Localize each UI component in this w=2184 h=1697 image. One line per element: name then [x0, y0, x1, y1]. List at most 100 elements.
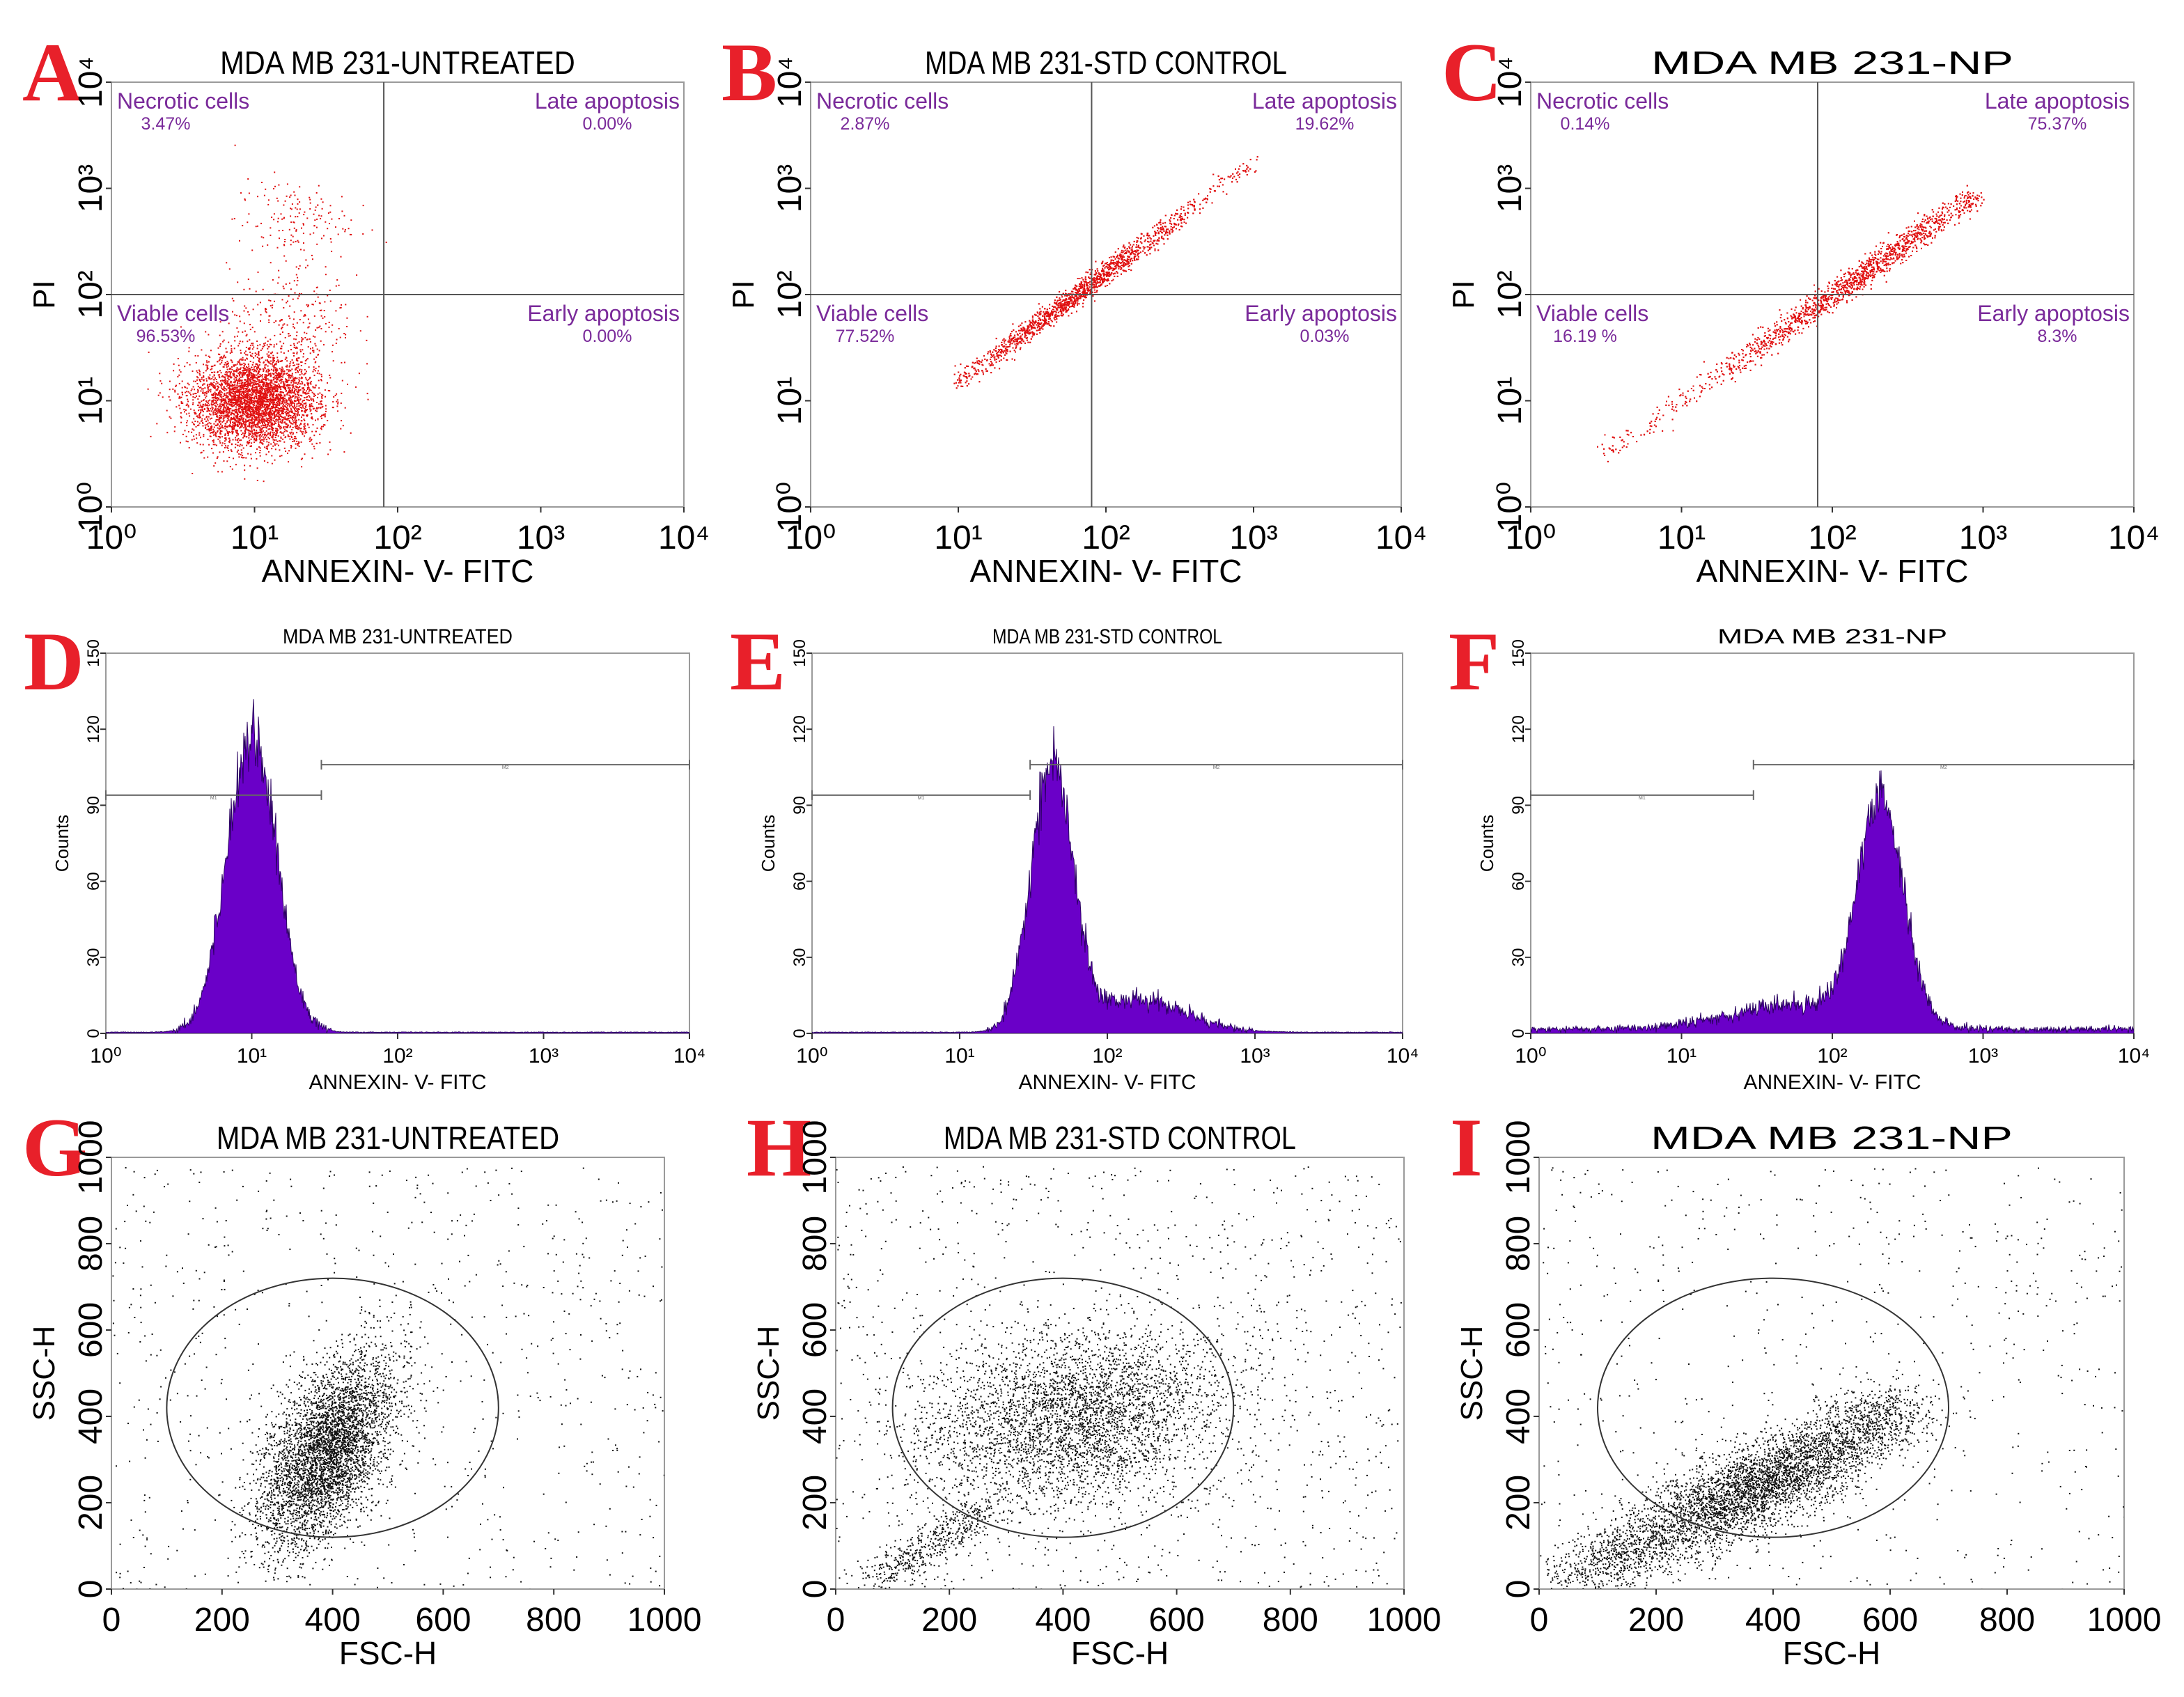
event-dot [299, 292, 301, 295]
event-dot [284, 336, 286, 338]
event-dot [288, 398, 290, 400]
event-dot [299, 389, 301, 391]
event-dot [198, 422, 201, 424]
event-dot [242, 419, 244, 421]
event-dot [249, 400, 251, 402]
event-dot [237, 449, 239, 451]
event-dot [272, 304, 274, 306]
event-dot [218, 392, 219, 394]
event-dot [215, 406, 217, 408]
event-dot [283, 406, 285, 408]
event-dot [296, 357, 298, 359]
event-dot [263, 382, 265, 384]
event-dot [264, 415, 266, 417]
event-dot [274, 375, 276, 377]
event-dot [288, 404, 290, 406]
event-dot [270, 344, 272, 345]
event-dot [254, 380, 256, 382]
event-dot [240, 386, 242, 389]
event-dot [295, 207, 297, 209]
event-dot [286, 381, 288, 383]
event-dot [244, 382, 247, 384]
event-dot [196, 415, 198, 417]
event-dot [276, 388, 279, 390]
event-dot [264, 400, 266, 402]
event-dot [252, 402, 254, 404]
event-dot [205, 403, 207, 405]
event-dot [150, 435, 152, 437]
event-dot [252, 343, 254, 345]
event-dot [215, 389, 217, 391]
event-dot [295, 359, 297, 361]
event-dot [298, 379, 300, 381]
event-dot [279, 399, 281, 401]
event-dot [291, 437, 292, 438]
event-dot [247, 412, 249, 414]
event-dot [230, 393, 232, 396]
event-dot [288, 333, 290, 335]
event-dot [292, 386, 294, 389]
event-dot [276, 373, 279, 375]
event-dot [306, 399, 308, 400]
event-dot [288, 390, 290, 392]
event-dot [280, 213, 282, 215]
event-dot [299, 201, 301, 203]
event-dot [266, 384, 268, 386]
event-dot [156, 423, 158, 425]
event-dot [189, 363, 191, 366]
event-dot [300, 423, 302, 425]
event-dot [269, 405, 270, 406]
event-dot [237, 375, 239, 377]
event-dot [208, 400, 210, 402]
event-dot [267, 361, 270, 362]
event-dot [221, 416, 223, 419]
event-dot [236, 386, 238, 389]
event-dot [224, 390, 226, 392]
event-dot [297, 443, 299, 445]
event-dot [249, 347, 251, 349]
event-dot [256, 448, 258, 450]
event-dot [239, 389, 241, 391]
event-dot [295, 410, 297, 412]
event-dot [303, 423, 305, 425]
event-dot [281, 411, 283, 413]
event-dot [303, 410, 305, 412]
event-dot [203, 383, 205, 385]
event-dot [302, 387, 304, 389]
event-dot [256, 341, 258, 342]
event-dot [269, 343, 271, 345]
event-dot [228, 407, 231, 409]
event-dot [222, 409, 224, 411]
event-dot [270, 413, 272, 415]
event-dot [250, 431, 252, 433]
event-dot [272, 419, 274, 421]
event-dot [243, 383, 245, 385]
event-dot [221, 376, 223, 377]
event-dot [241, 434, 243, 435]
event-dot [279, 440, 281, 442]
event-dot [283, 416, 285, 419]
event-dot [285, 378, 286, 380]
event-dot [243, 397, 244, 399]
event-dot [228, 379, 230, 381]
event-dot [263, 433, 265, 435]
event-dot [283, 447, 286, 449]
event-dot [296, 408, 297, 410]
event-dot [290, 376, 292, 378]
event-dot [283, 387, 286, 389]
event-dot [261, 381, 263, 383]
event-dot [259, 441, 261, 444]
event-dot [274, 387, 276, 389]
event-dot [245, 415, 247, 417]
event-dot [212, 376, 214, 378]
event-dot [284, 421, 286, 423]
event-dot [249, 393, 251, 396]
event-dot [329, 238, 332, 240]
event-dot [200, 409, 202, 412]
event-dot [301, 466, 303, 468]
event-dot [315, 402, 318, 403]
event-dot [266, 409, 268, 411]
event-dot [332, 351, 334, 353]
event-dot [294, 327, 295, 329]
event-dot [212, 385, 214, 387]
